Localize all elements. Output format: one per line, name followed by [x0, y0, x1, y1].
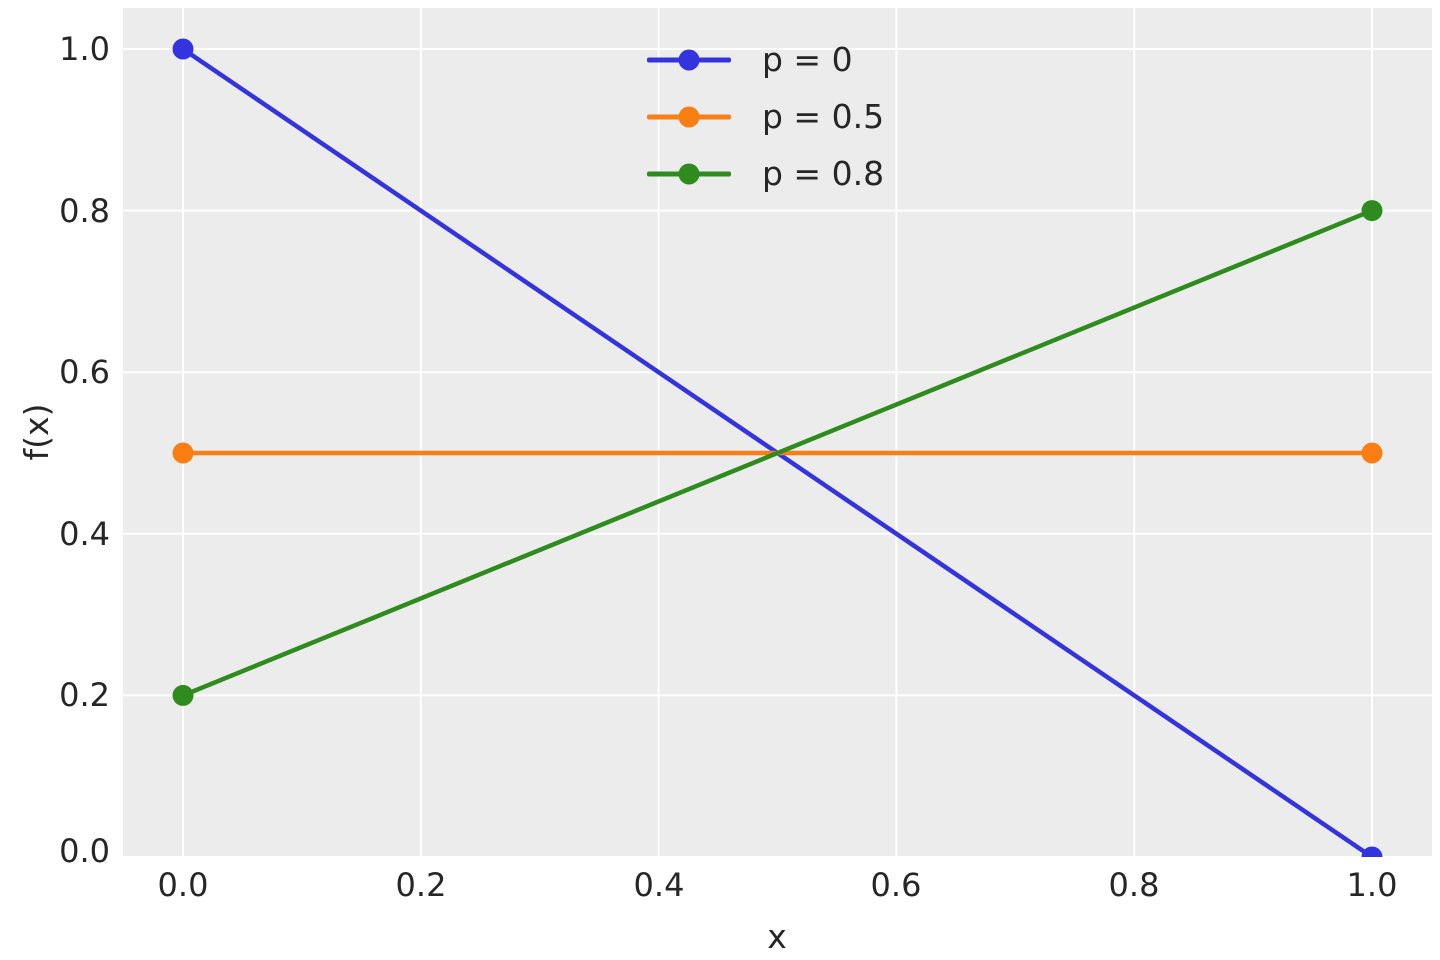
legend-line-marker-sample — [647, 49, 731, 70]
legend-marker-dot — [678, 49, 700, 70]
y-tick-label: 0.4 — [59, 515, 110, 553]
x-tick-label: 0.2 — [395, 866, 447, 904]
legend-entry: p = 0.8 — [647, 145, 884, 202]
y-axis-title: f(x) — [16, 403, 56, 461]
y-tick-label: 1.0 — [59, 30, 110, 68]
legend-entry: p = 0.5 — [647, 88, 884, 145]
y-tick-label: 0.6 — [59, 353, 110, 391]
legend: p = 0 p = 0.5 p = 0.8 — [647, 31, 884, 202]
legend-label: p = 0.8 — [762, 154, 885, 193]
legend-marker-dot — [678, 163, 700, 184]
legend-label: p = 0.5 — [762, 97, 885, 136]
x-axis-title: x — [767, 917, 787, 956]
x-tick-label: 1.0 — [1346, 866, 1398, 904]
x-tick-label: 0.6 — [870, 866, 922, 904]
legend-line-marker-sample — [647, 163, 731, 184]
x-tick-label: 0.4 — [633, 866, 685, 904]
legend-label: p = 0 — [762, 40, 853, 79]
y-tick-label: 0.8 — [59, 192, 110, 230]
x-tick-label: 0.0 — [157, 866, 209, 904]
legend-marker-dot — [678, 106, 700, 127]
legend-entry: p = 0 — [647, 31, 884, 88]
y-tick-label: 0.0 — [59, 832, 110, 870]
y-tick-label: 0.2 — [59, 676, 110, 714]
x-tick-label: 0.8 — [1108, 866, 1160, 904]
legend-line-marker-sample — [647, 106, 731, 127]
